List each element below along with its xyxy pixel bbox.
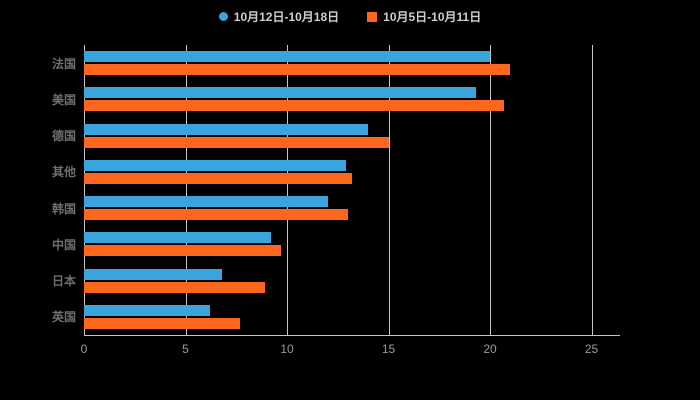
bar-其他-series-1 — [84, 159, 346, 171]
x-axis-tick-label: 0 — [80, 342, 88, 356]
legend-marker-circle-icon — [218, 12, 228, 21]
bar-韩国-series-2 — [84, 209, 348, 221]
bar-德国-series-2 — [84, 136, 389, 148]
y-axis-label: 韩国 — [51, 201, 76, 216]
bar-中国-series-2 — [84, 245, 281, 257]
x-axis-tick-label: 10 — [280, 342, 294, 356]
gridline — [84, 45, 85, 335]
legend: 10月12日-10月18日 10月5日-10月11日 — [0, 8, 700, 25]
x-axis-tick-label: 25 — [584, 342, 599, 356]
gridline — [185, 45, 187, 335]
bar-其他-series-2 — [84, 172, 352, 184]
bar-日本-series-1 — [84, 268, 223, 280]
bar-美国-series-2 — [84, 100, 505, 112]
bar-韩国-series-1 — [84, 196, 328, 208]
bar-中国-series-1 — [84, 232, 271, 244]
gridline — [591, 45, 593, 335]
legend-label-series-2: 10月5日-10月11日 — [383, 10, 482, 24]
bar-日本-series-2 — [84, 281, 265, 293]
bar-法国-series-2 — [84, 64, 511, 76]
y-axis-label: 日本 — [51, 274, 76, 289]
bar-法国-series-1 — [84, 51, 491, 63]
gridline — [490, 45, 492, 335]
bar-美国-series-1 — [84, 87, 476, 99]
y-axis-label: 中国 — [51, 237, 76, 252]
y-axis-label: 德国 — [51, 129, 76, 144]
x-axis-tick-label: 5 — [182, 342, 189, 356]
y-axis-label: 其他 — [51, 165, 76, 180]
legend-item-series-1[interactable]: 10月12日-10月18日 — [218, 8, 340, 25]
y-axis-label: 美国 — [51, 92, 76, 107]
gridline — [287, 45, 289, 335]
x-axis-line — [84, 335, 620, 336]
legend-marker-square-icon — [367, 11, 378, 22]
legend-label-series-1: 10月12日-10月18日 — [233, 10, 340, 24]
y-axis-label: 法国 — [51, 56, 76, 71]
x-axis-tick-label: 20 — [483, 342, 497, 356]
x-axis-tick-label: 15 — [381, 342, 396, 356]
y-axis-label: 英国 — [51, 310, 76, 325]
bar-英国-series-2 — [84, 317, 241, 329]
gridline — [388, 45, 390, 335]
legend-item-series-2[interactable]: 10月5日-10月11日 — [367, 8, 481, 25]
bar-德国-series-1 — [84, 123, 369, 135]
bar-英国-series-1 — [84, 304, 210, 316]
